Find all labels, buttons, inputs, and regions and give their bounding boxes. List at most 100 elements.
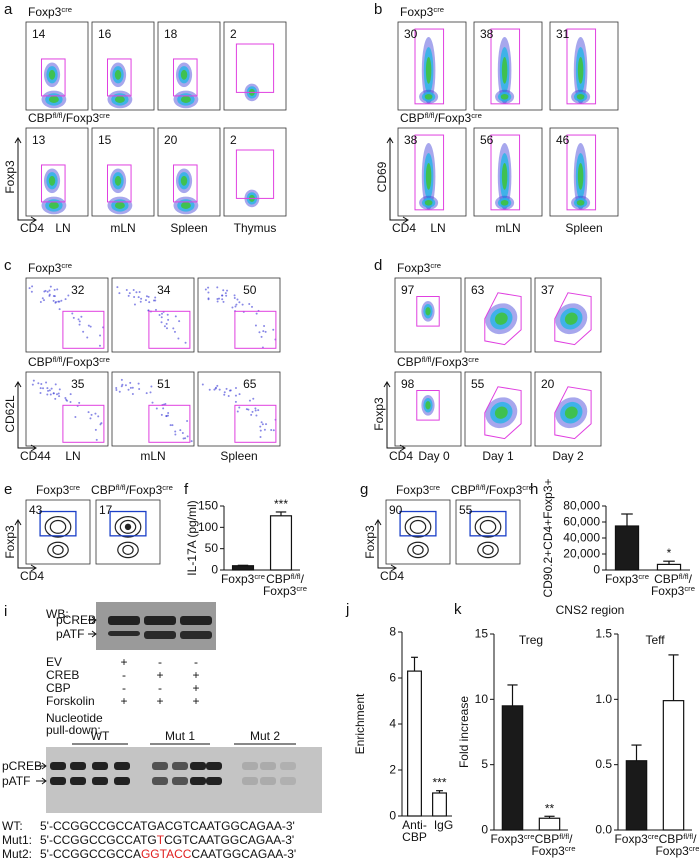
band bbox=[190, 777, 206, 785]
cell-dot bbox=[259, 435, 262, 438]
label-part: cre bbox=[565, 844, 576, 853]
cell-dot bbox=[264, 330, 267, 333]
cell-dot bbox=[137, 296, 140, 299]
cell-dot bbox=[208, 388, 211, 391]
band bbox=[70, 777, 86, 785]
cell-dot bbox=[118, 292, 121, 295]
gate bbox=[173, 58, 198, 97]
cell-dot bbox=[255, 312, 258, 315]
label-part: Foxp3 bbox=[614, 832, 648, 846]
label-part: 5'-CCGGCCGCCA bbox=[40, 847, 141, 861]
x-axis-label: CD4 bbox=[380, 569, 404, 583]
cell-dot bbox=[144, 299, 147, 302]
condition-name: CBP bbox=[46, 681, 71, 695]
arrow bbox=[88, 616, 97, 624]
condition-mark: + bbox=[120, 694, 127, 708]
label-part: CBP bbox=[397, 355, 422, 369]
arrow-head bbox=[14, 381, 37, 452]
cell-dot bbox=[47, 389, 50, 392]
label-part: cre bbox=[471, 111, 482, 120]
gate bbox=[235, 149, 275, 199]
label-part: T bbox=[157, 833, 165, 847]
label-part: /Foxp3 bbox=[126, 483, 163, 497]
cell-dot bbox=[272, 328, 275, 331]
gate bbox=[484, 292, 522, 346]
cell-cloud bbox=[485, 397, 518, 429]
label: 5'-CCGGCCGCCAGGTACCCAATGGCAGAA-3' bbox=[40, 847, 296, 861]
band bbox=[50, 777, 66, 785]
cell-dot bbox=[64, 396, 67, 399]
cell-dot bbox=[236, 298, 239, 301]
bar bbox=[231, 565, 255, 571]
cell-dot bbox=[259, 425, 262, 428]
label-part: fl/fl bbox=[53, 355, 63, 364]
condition-mark: - bbox=[122, 668, 126, 682]
band bbox=[172, 777, 188, 785]
band-label: pCREB bbox=[56, 613, 96, 627]
label-part: /Foxp3 bbox=[435, 111, 472, 125]
gate-percentage: 56 bbox=[480, 133, 494, 147]
cell-dot bbox=[99, 334, 102, 337]
gate-percentage: 32 bbox=[71, 283, 85, 297]
gate bbox=[41, 58, 66, 97]
label-part: fl/fl bbox=[679, 572, 689, 581]
cell-dot bbox=[54, 383, 57, 386]
cell-dot bbox=[254, 407, 257, 410]
condition-mark: - bbox=[194, 655, 198, 669]
cell-dot bbox=[145, 295, 148, 298]
gate bbox=[414, 28, 445, 105]
cell-cloud bbox=[173, 196, 199, 215]
column-label: mLN bbox=[495, 221, 520, 235]
label-part: cre bbox=[684, 584, 695, 593]
gate-percentage: 43 bbox=[29, 503, 43, 517]
cell-dot bbox=[182, 437, 185, 440]
panel-letter: f bbox=[184, 481, 189, 498]
cell-dot bbox=[78, 401, 81, 404]
label-part: GGTACC bbox=[141, 847, 192, 861]
band bbox=[92, 777, 108, 785]
cell-dot bbox=[216, 297, 219, 300]
axis-arrow bbox=[17, 382, 36, 449]
label-part: 5'-CCGGCCGCCATG bbox=[40, 833, 157, 847]
label-part: cre bbox=[61, 261, 72, 270]
label-part: cre bbox=[648, 832, 659, 841]
y-axis-label: Fold increase bbox=[457, 696, 471, 768]
cell-dot bbox=[58, 308, 61, 311]
cell-dot bbox=[129, 386, 132, 389]
label: Foxp3cre bbox=[396, 483, 440, 498]
cell-dot bbox=[201, 383, 204, 386]
cloud-core bbox=[114, 175, 122, 186]
label-part: CBP bbox=[451, 483, 476, 497]
y-tick-label: 6 bbox=[389, 671, 396, 685]
gate-percentage: 50 bbox=[243, 283, 257, 297]
cell-dot bbox=[151, 401, 154, 404]
cell-dot bbox=[148, 301, 151, 304]
contour bbox=[404, 516, 432, 538]
cloud-core bbox=[424, 93, 433, 100]
cell-dot bbox=[53, 288, 56, 291]
bar bbox=[269, 515, 293, 571]
y-tick-label: 2 bbox=[389, 763, 396, 777]
cell-dot bbox=[95, 438, 98, 441]
bar bbox=[614, 525, 640, 571]
band bbox=[206, 762, 222, 770]
cell-dot bbox=[221, 298, 224, 301]
label-part: Foxp3 bbox=[490, 832, 524, 846]
cell-cloud bbox=[41, 196, 67, 215]
cell-dot bbox=[57, 392, 60, 395]
gate bbox=[416, 390, 440, 421]
label-part: cre bbox=[468, 355, 479, 364]
label: CBPfl/fl/ bbox=[535, 832, 574, 847]
cell-dot bbox=[78, 323, 81, 326]
column-label: Spleen bbox=[170, 221, 207, 235]
cell-dot bbox=[115, 389, 118, 392]
contour bbox=[114, 516, 142, 538]
label-part: CBP bbox=[91, 483, 116, 497]
label-part: fl/fl bbox=[559, 832, 569, 841]
gate bbox=[148, 404, 191, 443]
arrow bbox=[36, 777, 47, 785]
y-tick-label: 100 bbox=[198, 520, 218, 534]
y-tick-label: 0 bbox=[211, 563, 218, 577]
cell-dot bbox=[48, 293, 51, 296]
plot-frame bbox=[455, 499, 521, 565]
